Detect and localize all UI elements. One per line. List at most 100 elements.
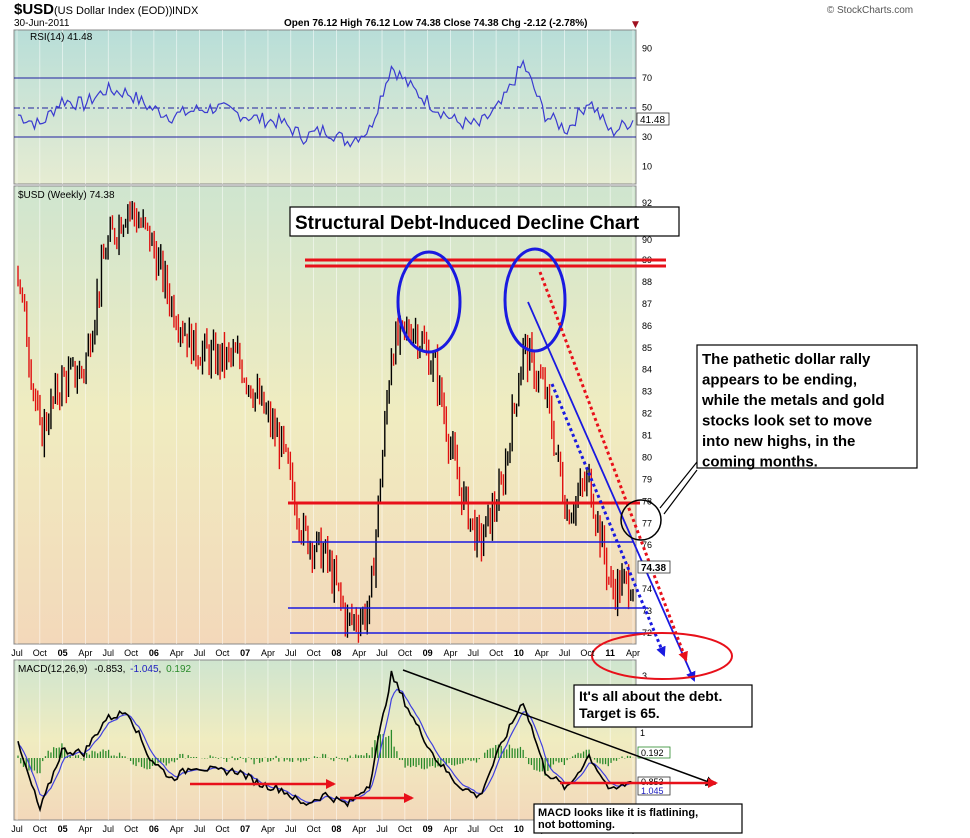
macd-hist-tag-box (637, 746, 671, 759)
debt-note: It's all about the debt. Target is 65. (579, 688, 722, 721)
x-tick-label: Jul (468, 824, 480, 834)
x-tick-label: Apr (535, 648, 549, 658)
blue-dotted-trend-arrow (550, 383, 666, 657)
x-tick-label: Jul (103, 824, 115, 834)
peak-circle-2009 (396, 250, 462, 354)
price-tick-label: 81 (642, 431, 652, 441)
price-bars (17, 200, 634, 643)
macd-signal-tag: 1.045 (641, 786, 664, 796)
x-axis-price: Jul Oct 05 Apr Jul Oct 06 Apr Jul Oct 07 Apr Jul Oct 0… (11, 648, 640, 658)
rally-note: The pathetic dollar rally appears to be e… (701, 351, 885, 471)
exchange-label: INDX (172, 5, 199, 17)
date-label: 30-Jun-2011 (14, 18, 70, 29)
price-tick-label: 80 (642, 452, 652, 462)
x-tick-label: Oct (215, 648, 230, 658)
macd-label-prefix: MACD(12,26,9) (18, 664, 87, 675)
x-tick-label: Jul (285, 648, 297, 658)
x-tick-label: Jul (376, 648, 388, 658)
price-tick-label: 86 (642, 321, 652, 331)
x-tick-label: Jul (103, 648, 115, 658)
macd-histogram (17, 729, 634, 776)
callout-pointer-b (663, 469, 698, 515)
x-tick-label: Jul (194, 648, 206, 658)
brand-label: © StockCharts.com (827, 5, 913, 16)
callout-pointer-a (659, 461, 698, 509)
x-tick-label: 09 (423, 824, 433, 834)
rsi-axis: 90 70 50 30 10 (642, 44, 652, 172)
rally-note-box (696, 344, 918, 469)
x-tick-label: Jul (194, 824, 206, 834)
x-tick-label: 11 (605, 648, 615, 658)
price-tick-label: 74 (642, 584, 652, 594)
x-tick-label: 07 (240, 648, 250, 658)
x-tick-label: 06 (149, 824, 159, 834)
x-tick-label: Apr (170, 648, 184, 658)
price-tick-label: 85 (642, 343, 652, 353)
price-tick-label: 82 (642, 409, 652, 419)
x-tick-label: 10 (514, 648, 524, 658)
x-tick-label: Oct (124, 648, 139, 658)
x-tick-label: Jul (559, 648, 571, 658)
price-tick-label: 87 (642, 299, 652, 309)
x-tick-label: Apr (443, 648, 457, 658)
price-tick-label: 3 (642, 671, 647, 681)
peak-circle-2010 (503, 247, 567, 353)
x-tick-label: Oct (215, 824, 230, 834)
macd-note-box (533, 803, 743, 834)
price-tick-label: 92 (642, 198, 652, 208)
macd-hist-tag: 0.192 (641, 748, 664, 758)
price-panel-label: $USD (Weekly) 74.38 (18, 190, 115, 201)
x-tick-label: 06 (149, 648, 159, 658)
x-tick-label: Apr (78, 824, 92, 834)
rsi-tick-label: 30 (642, 132, 652, 142)
macd-line (17, 670, 634, 813)
debt-note-box (573, 684, 753, 728)
rsi-tick-label: 70 (642, 73, 652, 83)
x-tick-label: 10 (514, 824, 524, 834)
x-tick-label: 07 (240, 824, 250, 834)
x-tick-label: 05 (58, 824, 68, 834)
rsi-tick-label: 90 (642, 44, 652, 54)
price-value-tag: 74.38 (641, 563, 666, 574)
price-tick-label: 79 (642, 474, 652, 484)
x-tick-label: Oct (124, 824, 139, 834)
price-panel (13, 185, 637, 645)
x-tick-label: Apr (352, 648, 366, 658)
macd-trendline-arrow (402, 669, 716, 786)
rsi-tick-label: 10 (642, 162, 652, 172)
price-tick-label: 90 (642, 235, 652, 245)
x-tick-label: Oct (580, 648, 595, 658)
x-tick-label: 05 (58, 648, 68, 658)
rsi-value-tag-box (636, 112, 670, 126)
x-tick-label: Jul (376, 824, 388, 834)
x-tick-label: Jul (468, 648, 480, 658)
x-tick-label: 09 (423, 648, 433, 658)
x-tick-label: Oct (307, 824, 322, 834)
macd-note: MACD looks like it is flatlining, not bot… (538, 807, 698, 831)
price-tick-label: 77 (642, 518, 652, 528)
x-tick-label: Apr (443, 824, 457, 834)
macd-label: MACD(12,26,9) -0.853, -1.045, 0.192 (18, 664, 192, 675)
macd-label-macd: -0.853 (94, 664, 123, 675)
title-box (289, 206, 680, 237)
x-tick-label: 08 (331, 648, 341, 658)
x-tick-label: Apr (261, 824, 275, 834)
macd-panel (13, 659, 637, 821)
current-price-circle (620, 499, 662, 541)
x-tick-label: Oct (489, 648, 504, 658)
x-tick-label: Oct (307, 648, 322, 658)
symbol-label: $USD (14, 1, 54, 18)
chg-down-icon: ▼ (632, 20, 639, 30)
x-tick-label: Apr (352, 824, 366, 834)
target-ellipse (591, 632, 733, 680)
macd-label-signal: -1.045 (130, 664, 159, 675)
rsi-label: RSI(14) 41.48 (30, 32, 93, 43)
x-tick-label: 08 (331, 824, 341, 834)
x-tick-label: Apr (78, 648, 92, 658)
x-tick-label: Apr (170, 824, 184, 834)
macd-line-tag-box (637, 776, 671, 796)
price-tick-label: 83 (642, 387, 652, 397)
rsi-panel (13, 29, 637, 185)
macd-tick-1: 1 (640, 728, 645, 738)
